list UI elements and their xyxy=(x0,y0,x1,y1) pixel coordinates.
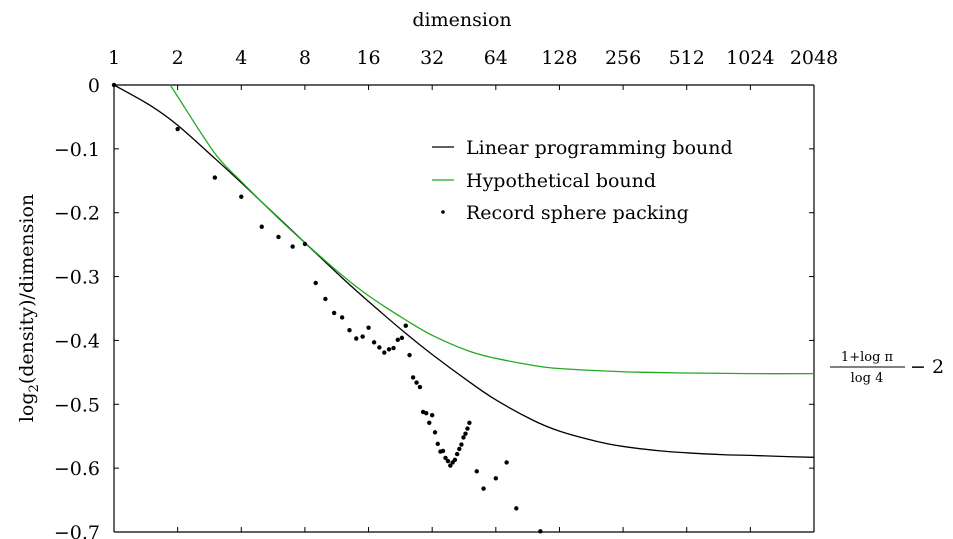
record-packing-point xyxy=(382,350,387,355)
record-packing-point xyxy=(538,529,543,534)
series-layer xyxy=(111,82,815,534)
record-packing-point xyxy=(474,469,479,474)
record-packing-point xyxy=(445,458,451,464)
record-packing-point xyxy=(448,463,453,468)
record-packing-point xyxy=(504,460,509,465)
record-packing-point xyxy=(395,337,400,342)
y-tick-label: −0.1 xyxy=(54,139,100,161)
svg-text:log2(density)/dimension: log2(density)/dimension xyxy=(16,194,42,422)
record-packing-point xyxy=(429,412,435,418)
x-tick-label: 256 xyxy=(605,47,641,69)
record-packing-point xyxy=(331,310,337,316)
record-packing-point xyxy=(461,435,466,440)
asymptote-suffix: − 2 xyxy=(910,356,944,378)
record-packing-point xyxy=(417,384,423,390)
legend-label-linear-programming: Linear programming bound xyxy=(466,137,733,159)
record-packing-point xyxy=(313,280,318,286)
x-tick-label: 128 xyxy=(541,47,577,69)
record-packing-point xyxy=(452,457,458,463)
record-packing-point xyxy=(465,426,470,431)
record-packing-point xyxy=(443,455,448,461)
record-packing-point xyxy=(493,476,499,481)
record-packing-point xyxy=(386,347,392,352)
record-packing-point xyxy=(391,345,396,351)
record-packing-point xyxy=(366,325,371,330)
asymptote-denominator: log 4 xyxy=(851,371,884,386)
record-packing-point xyxy=(457,446,462,452)
x-tick-label: 2 xyxy=(172,47,184,69)
record-packing-point xyxy=(290,244,295,249)
record-packing-point xyxy=(339,315,345,320)
record-packing-point xyxy=(410,375,416,380)
x-tick-label: 8 xyxy=(299,47,311,69)
record-packing-point xyxy=(399,335,405,341)
record-packing-point xyxy=(463,431,468,436)
record-packing-point xyxy=(432,430,438,435)
x-tick-label: 4 xyxy=(235,47,247,69)
asymptote-label: 1+log π log 4 − 2 xyxy=(830,350,944,386)
x-tick-label: 1 xyxy=(108,47,120,69)
record-packing-point xyxy=(360,334,365,339)
y-tick-label: −0.7 xyxy=(54,522,100,539)
record-packing-point xyxy=(440,448,446,454)
plot-frame xyxy=(113,84,815,533)
record-packing-point xyxy=(175,126,180,132)
x-tick-label: 1024 xyxy=(726,47,774,69)
record-packing-point xyxy=(403,323,408,328)
record-packing-point xyxy=(467,420,472,425)
y-tick-label: −0.6 xyxy=(54,458,100,480)
record-packing-point xyxy=(111,82,117,88)
record-packing-point xyxy=(354,336,359,341)
y-axis-title: log2(density)/dimension xyxy=(16,194,42,422)
y-axis-ticks: 0 −0.1 −0.2 −0.3 −0.4 −0.5 −0.6 −0.7 xyxy=(54,75,814,539)
record-packing-point xyxy=(371,340,377,345)
record-packing-point xyxy=(454,451,460,457)
x-tick-label: 16 xyxy=(356,47,380,69)
record-packing-point xyxy=(239,194,244,199)
record-packing-point xyxy=(435,441,440,447)
y-tick-label: −0.5 xyxy=(54,394,100,416)
record-packing-point xyxy=(481,486,486,491)
y-tick-label: −0.2 xyxy=(54,203,100,225)
x-axis-title: dimension xyxy=(412,9,511,31)
y-axis-title-log: log xyxy=(16,392,38,422)
record-packing-point xyxy=(302,241,308,247)
legend-swatch-record xyxy=(441,210,445,214)
record-packing-point xyxy=(459,442,464,447)
legend-label-hypothetical: Hypothetical bound xyxy=(466,170,656,192)
x-tick-label: 512 xyxy=(669,47,705,69)
record-packing-point xyxy=(276,234,281,240)
record-packing-point xyxy=(424,411,429,416)
series-line-linear-programming xyxy=(113,84,815,458)
series-line-hypothetical xyxy=(169,84,815,375)
y-axis-title-rest: (density)/dimension xyxy=(16,194,38,384)
x-tick-label: 2048 xyxy=(790,47,838,69)
record-packing-point xyxy=(323,296,328,302)
x-tick-label: 64 xyxy=(484,47,508,69)
record-packing-point xyxy=(414,380,419,385)
record-packing-point xyxy=(377,345,382,350)
record-packing-point xyxy=(407,352,412,358)
record-packing-point xyxy=(259,224,264,229)
legend: Linear programming bound Hypothetical bo… xyxy=(432,137,733,224)
y-tick-label: −0.4 xyxy=(54,330,100,352)
record-packing-point xyxy=(347,328,352,333)
asymptote-numerator: 1+log π xyxy=(841,350,894,365)
record-packing-point xyxy=(212,175,218,180)
x-tick-label: 32 xyxy=(420,47,444,69)
legend-label-record: Record sphere packing xyxy=(466,202,689,224)
y-tick-label: 0 xyxy=(88,75,100,97)
y-axis-title-base: 2 xyxy=(27,384,42,392)
x-axis-ticks: 1 2 4 8 16 32 64 128 256 512 1024 2048 xyxy=(108,47,838,532)
record-packing-point xyxy=(514,506,519,511)
y-tick-label: −0.3 xyxy=(54,267,100,289)
record-packing-point xyxy=(427,420,432,425)
